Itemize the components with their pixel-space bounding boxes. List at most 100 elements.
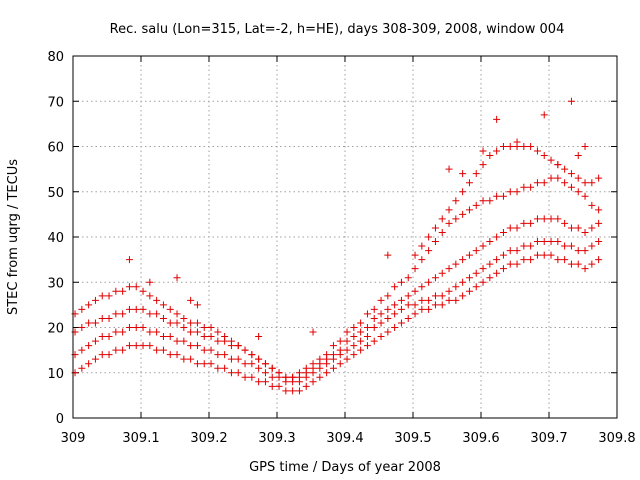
data-point-track-1	[486, 274, 494, 282]
data-point-track-3	[377, 310, 385, 318]
data-point-track-3	[329, 351, 337, 359]
data-point-track-4	[561, 179, 569, 187]
data-point-track-3	[112, 310, 120, 318]
data-point-track-5	[493, 147, 501, 155]
data-point-track-4	[248, 351, 256, 359]
data-point-track-1	[275, 382, 283, 390]
data-point-track-5	[445, 206, 453, 214]
data-point-track-1	[187, 355, 195, 363]
data-point-track-5	[479, 161, 487, 169]
data-point-track-2	[513, 247, 521, 255]
data-point-track-4	[295, 369, 303, 377]
data-point-track-4	[499, 192, 507, 200]
data-point-track-1	[350, 351, 358, 359]
x-tick-label: 309.4	[326, 431, 363, 446]
data-point-track-4	[595, 206, 603, 214]
data-point-track-1	[574, 260, 582, 268]
data-point-track-1	[547, 251, 555, 259]
data-point-track-3	[513, 224, 521, 232]
data-point-outliers	[309, 328, 317, 336]
data-point-track-4	[207, 324, 215, 331]
data-point-track-4	[146, 292, 154, 300]
data-point-track-3	[493, 233, 501, 241]
data-point-track-5	[547, 156, 555, 164]
data-point-track-1	[85, 360, 93, 368]
data-point-track-4	[425, 247, 433, 255]
data-point-track-4	[85, 301, 93, 309]
data-point-track-4	[187, 319, 195, 327]
data-point-track-1	[261, 378, 269, 386]
data-point-track-5	[581, 179, 589, 187]
data-point-track-2	[561, 242, 569, 250]
data-point-track-1	[411, 310, 419, 318]
data-point-track-1	[98, 351, 106, 359]
data-point-track-1	[316, 373, 324, 381]
data-point-track-3	[554, 215, 562, 223]
data-point-track-1	[397, 319, 405, 327]
data-point-track-3	[595, 219, 603, 227]
data-point-track-2	[370, 324, 378, 331]
y-tick-label: 10	[47, 367, 64, 382]
data-point-track-1	[357, 346, 365, 354]
data-point-track-4	[91, 296, 99, 304]
data-point-track-2	[547, 238, 555, 246]
data-point-track-5	[411, 251, 419, 259]
data-point-track-4	[452, 215, 460, 223]
data-point-track-4	[363, 310, 371, 318]
data-point-track-4	[255, 355, 263, 363]
data-point-track-5	[533, 147, 541, 155]
data-point-track-3	[581, 228, 589, 236]
data-point-track-1	[119, 346, 127, 354]
data-point-track-1	[309, 378, 317, 386]
data-point-track-1	[91, 355, 99, 363]
data-point-track-4	[438, 228, 446, 236]
data-point-track-1	[459, 292, 467, 300]
plot-frame	[72, 55, 618, 419]
data-point-track-5	[486, 152, 494, 160]
data-point-track-1	[159, 346, 167, 354]
data-point-track-4	[370, 305, 378, 313]
data-point-track-4	[98, 292, 106, 300]
data-point-track-4	[282, 373, 290, 381]
x-tick-label: 309.2	[190, 431, 227, 446]
data-point-track-5	[499, 143, 507, 150]
y-tick-label: 70	[47, 95, 64, 110]
data-point-track-4	[105, 292, 113, 300]
data-point-track-3	[384, 305, 392, 313]
data-point-track-1	[418, 305, 426, 313]
data-point-track-4	[221, 333, 229, 341]
data-point-track-4	[159, 301, 167, 309]
data-point-outliers	[479, 147, 487, 155]
data-point-track-4	[418, 256, 426, 264]
data-point-track-5	[438, 215, 446, 223]
data-point-track-2	[221, 351, 229, 359]
data-point-track-2	[214, 351, 222, 359]
data-point-track-4	[527, 183, 535, 191]
data-point-outliers	[255, 333, 263, 341]
data-point-track-4	[173, 310, 181, 318]
data-point-track-2	[567, 242, 575, 250]
y-axis-ticks: 0 10 20 30 40 50 60 70 80	[47, 50, 617, 427]
data-point-outliers	[384, 251, 392, 259]
data-point-track-4	[302, 364, 310, 372]
data-point-track-4	[180, 314, 188, 322]
data-point-track-3	[363, 324, 371, 331]
data-point-track-4	[513, 188, 521, 196]
data-point-track-2	[452, 283, 460, 291]
data-point-track-4	[377, 296, 385, 304]
y-axis-label: STEC from uqrg / TECUs	[6, 159, 21, 315]
data-point-track-3	[533, 215, 541, 223]
data-point-track-1	[506, 260, 514, 268]
data-point-track-1	[567, 260, 575, 268]
data-point-track-3	[98, 314, 106, 322]
data-point-track-1	[384, 328, 392, 336]
data-point-track-4	[391, 283, 399, 291]
y-tick-label: 50	[47, 186, 64, 201]
data-point-track-3	[153, 310, 161, 318]
data-point-track-4	[268, 364, 276, 372]
data-point-track-1	[282, 387, 290, 395]
data-point-track-5	[431, 224, 439, 232]
data-point-track-5	[595, 174, 603, 182]
data-point-outliers	[493, 115, 501, 123]
x-tick-label: 309.1	[122, 431, 159, 446]
